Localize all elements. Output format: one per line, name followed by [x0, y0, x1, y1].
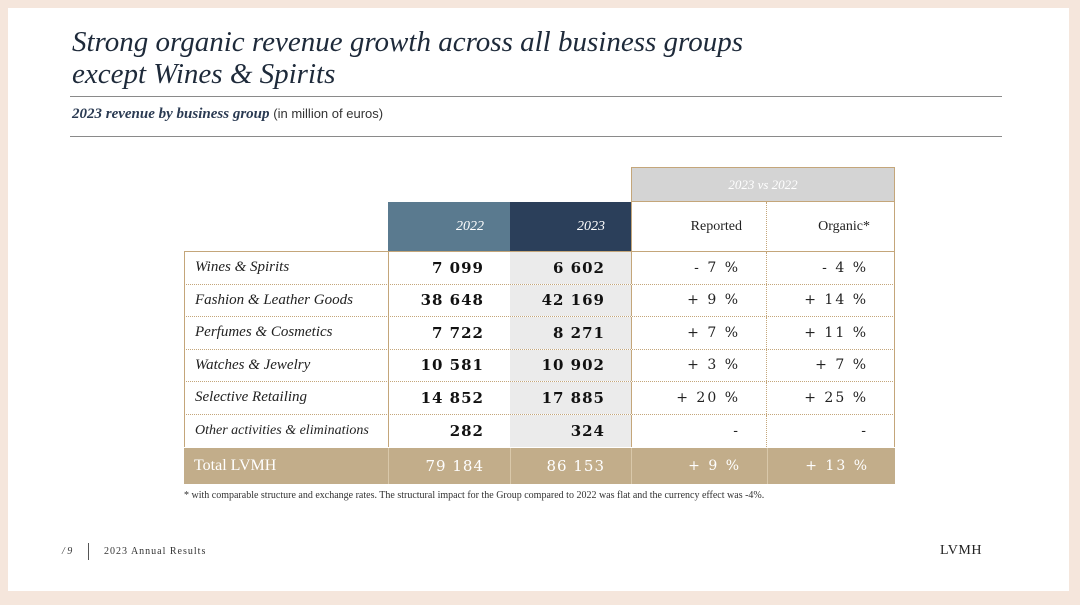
value-reported: + 3 % [631, 349, 767, 381]
comparison-group-header: 2023 vs 2022 [631, 167, 895, 202]
slide-subtitle: 2023 revenue by business group (in milli… [72, 106, 383, 123]
table-row: Fashion & Leather Goods 38 648 42 169 + … [184, 284, 895, 317]
total-2023: 86 153 [510, 448, 631, 484]
slide-title: Strong organic revenue growth across all… [72, 26, 832, 90]
value-2022: 7 722 [388, 317, 510, 349]
value-reported: - [631, 414, 767, 447]
column-header-reported: Reported [631, 202, 767, 252]
page-number: / 9 [62, 546, 73, 557]
row-label: Wines & Spirits [184, 252, 388, 284]
column-header-organic: Organic* [767, 202, 895, 252]
table-top-border [184, 251, 895, 252]
value-2023: 10 902 [510, 349, 631, 381]
value-reported: - 7 % [631, 252, 767, 284]
total-label: Total LVMH [194, 457, 277, 474]
value-2023: 6 602 [510, 252, 631, 284]
footer-separator [88, 543, 89, 560]
value-2022: 38 648 [388, 284, 510, 316]
total-row: Total LVMH 79 184 86 153 + 9 % + 13 % [184, 448, 895, 484]
subtitle-unit-note: (in million of euros) [273, 106, 384, 121]
value-organic: + 7 % [767, 349, 895, 381]
table-row: Watches & Jewelry 10 581 10 902 + 3 % + … [184, 349, 895, 382]
value-2022: 14 852 [388, 382, 510, 414]
column-header-2023: 2023 [510, 202, 631, 252]
value-organic: + 11 % [767, 317, 895, 349]
table-footnote: * with comparable structure and exchange… [184, 490, 765, 501]
row-label: Fashion & Leather Goods [184, 284, 388, 316]
value-reported: + 20 % [631, 382, 767, 414]
slide-title-line1: Strong organic revenue growth across all… [72, 26, 744, 58]
title-divider [70, 96, 1002, 97]
value-organic: + 14 % [767, 284, 895, 316]
footer-label: 2023 Annual Results [104, 546, 207, 557]
value-2023: 42 169 [510, 284, 631, 316]
value-reported: + 7 % [631, 317, 767, 349]
value-organic: - [767, 414, 895, 447]
table-row: Wines & Spirits 7 099 6 602 - 7 % - 4 % [184, 252, 895, 285]
table-row: Perfumes & Cosmetics 7 722 8 271 + 7 % +… [184, 317, 895, 350]
value-2023: 8 271 [510, 317, 631, 349]
row-label: Other activities & eliminations [184, 414, 388, 447]
value-2023: 17 885 [510, 382, 631, 414]
value-2022: 10 581 [388, 349, 510, 381]
row-label: Watches & Jewelry [184, 349, 388, 381]
row-label: Perfumes & Cosmetics [184, 317, 388, 349]
value-2022: 7 099 [388, 252, 510, 284]
subtitle-divider [70, 136, 1002, 137]
total-reported: + 9 % [631, 448, 767, 484]
value-organic: + 25 % [767, 382, 895, 414]
table-row: Selective Retailing 14 852 17 885 + 20 %… [184, 382, 895, 415]
value-organic: - 4 % [767, 252, 895, 284]
value-2023: 324 [510, 414, 631, 447]
row-label: Selective Retailing [184, 382, 388, 414]
value-reported: + 9 % [631, 284, 767, 316]
column-header-2022: 2022 [388, 202, 510, 252]
slide-title-line2: except Wines & Spirits [72, 58, 336, 90]
total-organic: + 13 % [767, 448, 895, 484]
table-row: Other activities & eliminations 282 324 … [184, 414, 895, 447]
total-2022: 79 184 [388, 448, 510, 484]
lvmh-logo: LVMH [940, 543, 982, 558]
subtitle-main: 2023 revenue by business group [72, 106, 270, 122]
value-2022: 282 [388, 414, 510, 447]
